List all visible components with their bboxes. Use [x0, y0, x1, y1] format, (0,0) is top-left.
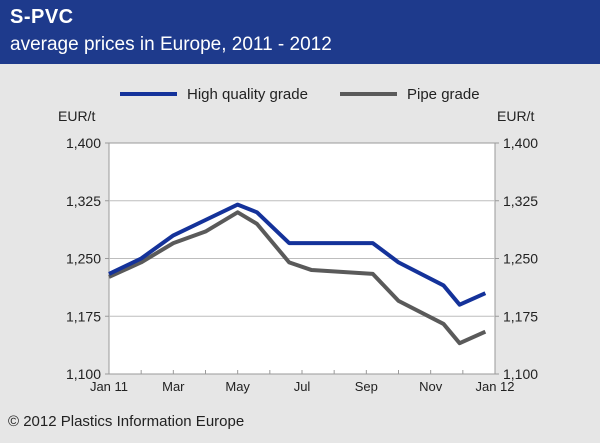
x-tick-label: Nov [419, 379, 443, 394]
x-tick-label: Sep [355, 379, 378, 394]
chart-title: S-PVC [10, 6, 74, 28]
y-axis-label-right: EUR/t [497, 108, 534, 124]
y-tick-label-left: 1,400 [66, 135, 101, 151]
y-tick-label-left: 1,100 [66, 366, 101, 382]
legend-label: High quality grade [187, 86, 308, 103]
x-tick-label: Jul [294, 379, 311, 394]
chart-subtitle: average prices in Europe, 2011 - 2012 [10, 34, 332, 55]
x-tick-labels: Jan 11 Mar May Jul Sep Nov Jan 12 [90, 370, 515, 394]
y-tick-label-left: 1,250 [66, 251, 101, 267]
chart-header: S-PVC average prices in Europe, 2011 - 2… [0, 0, 600, 64]
y-tick-label-right: 1,100 [503, 366, 538, 382]
y-tick-label-right: 1,250 [503, 251, 538, 267]
line-chart: High quality grade Pipe grade EUR/t EUR/t… [58, 86, 538, 394]
y-tick-labels: 1,100 1,100 1,175 1,175 1,250 1,250 1,325 1,325… [66, 135, 538, 382]
legend-label: Pipe grade [407, 86, 480, 103]
y-axis-label-left: EUR/t [58, 108, 95, 124]
series-line-pipe-grade [108, 210, 487, 346]
y-tick-label-right: 1,325 [503, 193, 538, 209]
x-tick-label: Jan 12 [475, 379, 514, 394]
chart-legend: High quality grade Pipe grade [120, 86, 480, 103]
y-tick-label-left: 1,175 [66, 308, 101, 324]
y-tick-label-right: 1,175 [503, 308, 538, 324]
x-tick-label: May [225, 379, 250, 394]
y-tick-label-left: 1,325 [66, 193, 101, 209]
x-tick-label: Mar [162, 379, 185, 394]
copyright-footer: © 2012 Plastics Information Europe [8, 413, 245, 430]
y-tick-label-right: 1,400 [503, 135, 538, 151]
x-tick-label: Jan 11 [90, 379, 128, 394]
series-line-high-quality-grade [108, 202, 487, 307]
series-lines [108, 202, 487, 346]
